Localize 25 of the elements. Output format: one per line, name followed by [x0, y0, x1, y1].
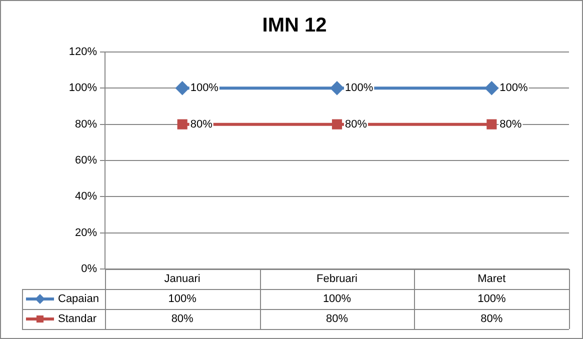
text: 100% [500, 82, 528, 94]
legend-label: Standar [58, 313, 97, 326]
text: 80% [190, 118, 212, 130]
data-label: 80% [171, 313, 194, 326]
data-label: 80% [480, 313, 503, 326]
y-tick-label: 20% [74, 226, 98, 239]
text: 80% [500, 118, 522, 130]
y-tick-label: 80% [74, 118, 98, 130]
y-tick-label: 0% [81, 263, 98, 276]
legend-label: Capaian [58, 293, 99, 306]
data-label: 100% [168, 293, 197, 306]
text: 100% [190, 82, 218, 94]
y-tick-label: 60% [74, 154, 98, 167]
data-label: 100% [478, 293, 506, 306]
data-label: 100% [322, 293, 352, 306]
y-tick-label: 40% [74, 190, 98, 203]
x-tick-label: Januari [164, 273, 200, 286]
chart-title: IMN 12 [262, 14, 327, 37]
data-label: 80% [326, 313, 348, 326]
x-tick-label: Maret [478, 273, 506, 286]
text: 100% [345, 82, 374, 94]
text: 80% [345, 118, 368, 130]
y-tick-label: 100% [68, 82, 98, 94]
y-tick-label: 120% [68, 46, 98, 58]
x-tick-label: Februari [316, 273, 358, 286]
